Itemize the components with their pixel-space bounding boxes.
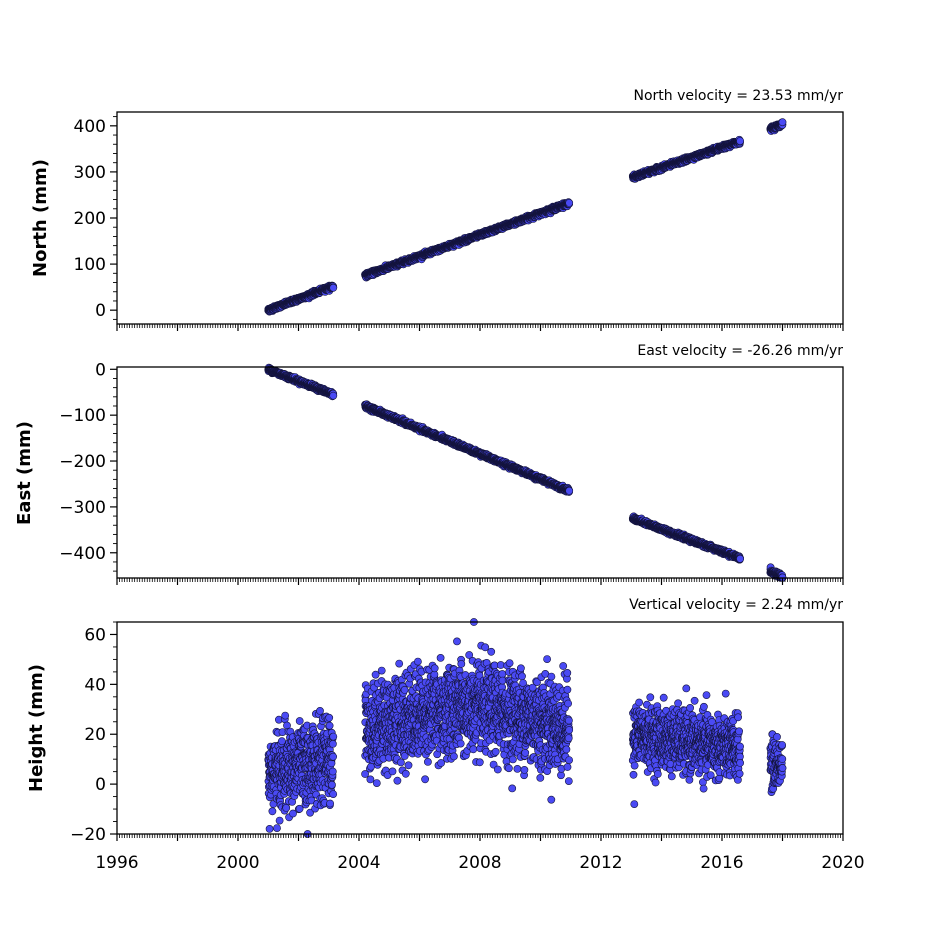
north-axis-label: North (mm) <box>30 159 51 277</box>
north-data-point <box>565 198 574 207</box>
east-velocity-title: East velocity = -26.26 mm/yr <box>637 343 843 359</box>
east-data-point <box>329 391 338 400</box>
north-panel: North velocity = 23.53 mm/yr North (mm) … <box>30 88 844 331</box>
north-y-tick-label: 200 <box>74 209 106 229</box>
north-data-point <box>778 118 787 127</box>
north-y-tick-label: 400 <box>74 117 106 137</box>
north-data-point <box>736 137 744 145</box>
north-velocity-title: North velocity = 23.53 mm/yr <box>633 88 843 104</box>
north-y-tick-label: 300 <box>74 163 106 183</box>
east-axis-label: East (mm) <box>14 421 35 525</box>
north-points <box>264 118 787 316</box>
north-y-tick-label: 0 <box>95 301 106 321</box>
north-y-tick-label: 100 <box>74 255 106 275</box>
north-data-point <box>329 283 338 292</box>
